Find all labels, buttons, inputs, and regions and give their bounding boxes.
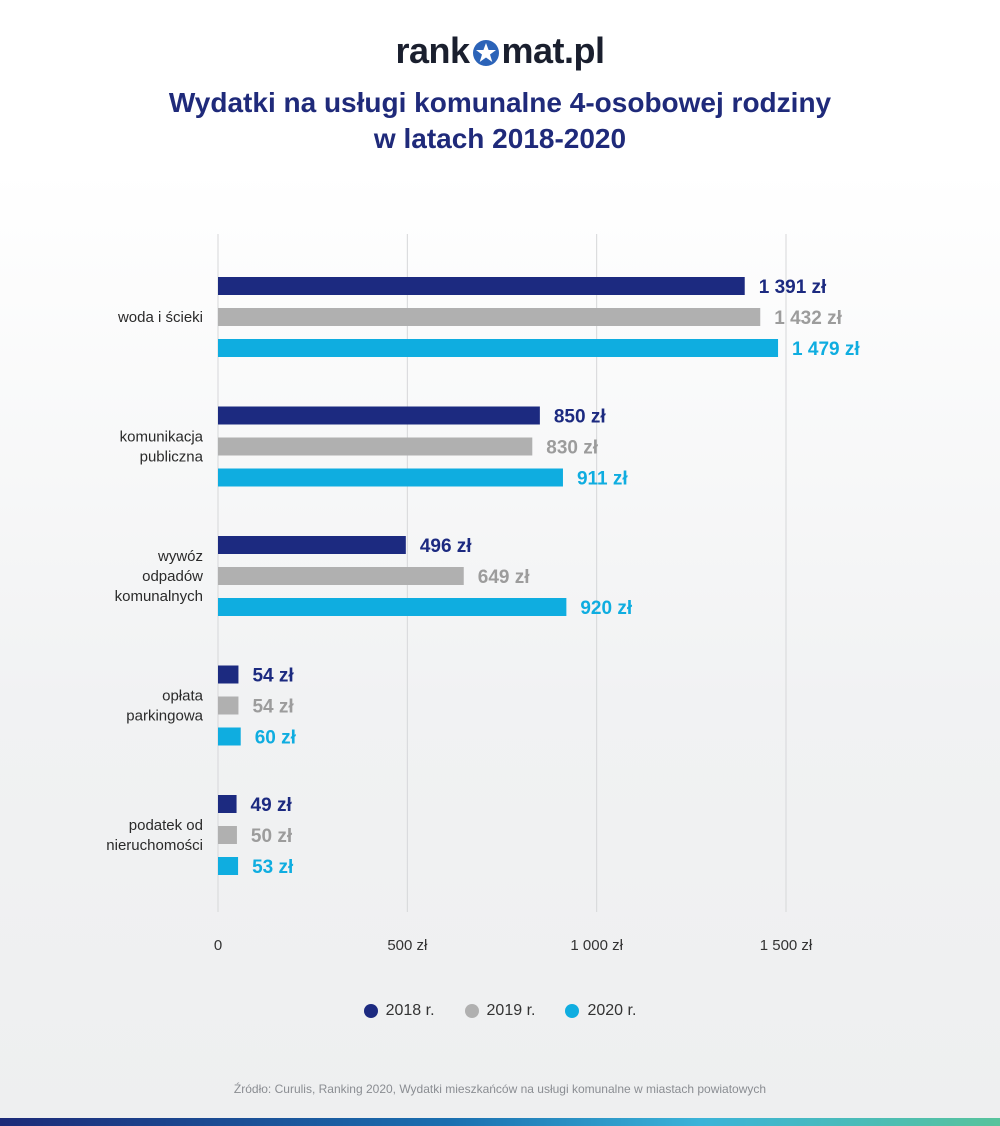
category-label: woda i ścieki: [117, 309, 203, 326]
x-tick-label: 1 500 zł: [760, 937, 813, 954]
category-label: nieruchomości: [106, 837, 203, 854]
data-label: 911 zł: [577, 469, 628, 490]
data-label: 50 zł: [251, 826, 293, 847]
legend-marker: [464, 1004, 479, 1018]
category-label: podatek od: [129, 817, 203, 834]
legend-item: 2018 r.: [363, 1002, 435, 1020]
data-label: 1 479 zł: [792, 339, 860, 360]
category-label: parkingowa: [126, 708, 203, 725]
star-icon: [471, 38, 501, 68]
chart-title: Wydatki na usługi komunalne 4-osobowej r…: [0, 85, 1000, 157]
logo-text-left: rank: [395, 30, 470, 71]
bottom-accent-bar: [0, 1118, 1000, 1126]
legend-item: 2020 r.: [565, 1002, 636, 1020]
data-label: 49 zł: [251, 795, 293, 816]
data-label: 1 432 zł: [774, 308, 842, 329]
chart-legend: 2018 r. 2019 r. 2020 r.: [0, 1002, 1000, 1020]
x-tick-label: 0: [214, 937, 222, 954]
category-label: komunikacja: [120, 429, 204, 446]
bar: [218, 598, 567, 616]
data-label: 850 zł: [554, 407, 606, 428]
bar: [218, 795, 237, 813]
x-tick-label: 1 000 zł: [570, 937, 623, 954]
logo-text-right: mat.pl: [501, 30, 606, 71]
data-label: 54 zł: [252, 697, 294, 718]
data-label: 54 zł: [252, 666, 294, 687]
data-label: 830 zł: [546, 438, 598, 459]
data-label: 53 zł: [252, 857, 294, 878]
legend-label: 2020 r.: [587, 1002, 637, 1019]
bar: [218, 696, 239, 715]
bar: [218, 536, 406, 554]
data-label: 60 zł: [255, 728, 297, 749]
data-label: 496 zł: [420, 536, 472, 557]
bar: [218, 339, 779, 357]
bar: [218, 468, 563, 487]
category-label: komunalnych: [115, 588, 203, 605]
title-line-1: Wydatki na usługi komunalne 4-osobowej r…: [168, 87, 832, 118]
legend-label: 2018 r.: [385, 1002, 435, 1019]
legend-label: 2019 r.: [486, 1002, 536, 1019]
legend-item: 2019 r.: [464, 1002, 536, 1020]
brand-logo: rank mat.pl: [0, 30, 1000, 72]
category-label: opłata: [162, 688, 204, 705]
data-label: 649 zł: [478, 567, 530, 588]
bar: [218, 826, 237, 844]
category-label: odpadów: [142, 568, 203, 585]
category-label: publiczna: [140, 449, 204, 466]
legend-marker: [565, 1004, 580, 1018]
x-tick-label: 500 zł: [387, 937, 428, 954]
bar: [218, 406, 540, 425]
bar: [218, 857, 239, 875]
title-line-2: w latach 2018-2020: [373, 123, 627, 154]
bar: [218, 437, 533, 456]
data-label: 920 zł: [580, 598, 632, 619]
category-label: wywóz: [157, 548, 203, 565]
data-label: 1 391 zł: [759, 277, 827, 298]
legend-marker: [363, 1004, 378, 1018]
bar: [218, 308, 761, 326]
source-note: Źródło: Curulis, Ranking 2020, Wydatki m…: [233, 1082, 767, 1096]
bar-chart: 0 500 zł 1 000 zł 1 500 zł woda i ścieki komu…: [106, 234, 860, 954]
bar: [218, 567, 464, 585]
bar: [218, 277, 745, 295]
bar: [218, 665, 239, 684]
bar: [218, 727, 241, 746]
